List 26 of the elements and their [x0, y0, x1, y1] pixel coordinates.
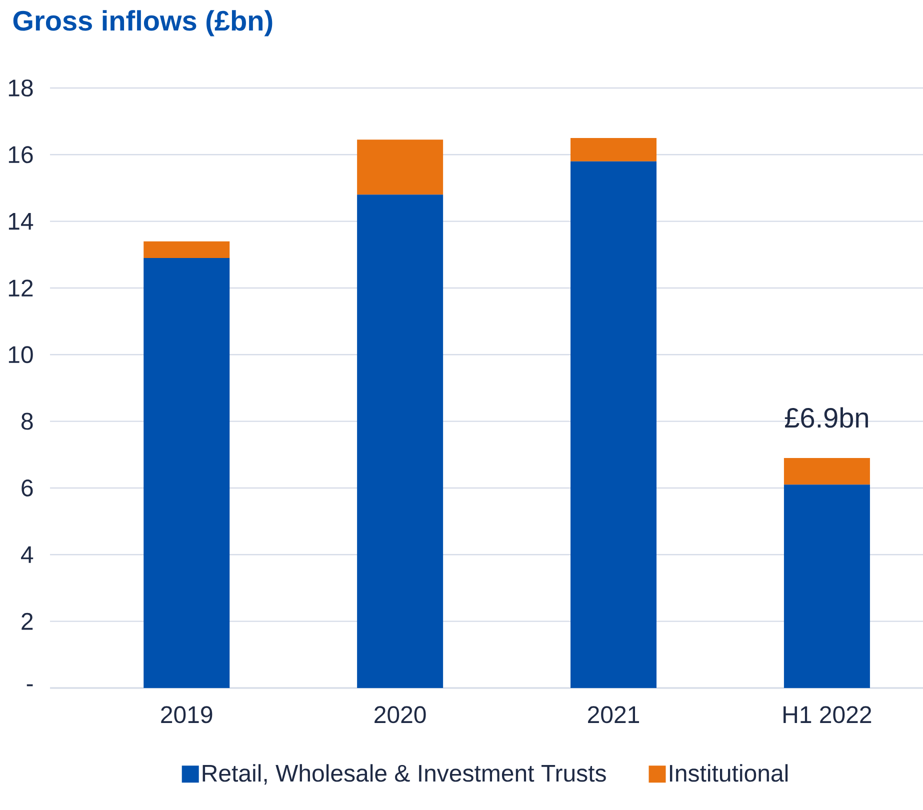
- y-tick-label: 2: [22, 612, 33, 630]
- bar: [570, 161, 657, 688]
- x-tick-label: 2019: [161, 706, 212, 724]
- y-tick-label: 8: [22, 412, 33, 430]
- bar: [570, 138, 657, 162]
- y-tick-label: 18: [8, 79, 33, 96]
- x-tick-label: 2021: [588, 706, 640, 724]
- y-tick-label: 12: [8, 280, 33, 296]
- annotation: £6.9bn: [784, 407, 868, 428]
- x-tick-label: 2020: [374, 706, 426, 724]
- x-tick-label: H1 2022: [784, 706, 872, 724]
- y-tick-label: -: [26, 684, 33, 686]
- bar: [144, 258, 230, 688]
- bar: [784, 458, 870, 485]
- y-tick-label: 16: [8, 146, 33, 164]
- y-tick-label: 4: [21, 546, 34, 563]
- chart-title: Gross inflows (£bn): [13, 10, 272, 36]
- bar: [144, 241, 230, 258]
- bar: [357, 194, 444, 688]
- y-tick-label: 6: [22, 479, 33, 496]
- bar: [357, 140, 444, 195]
- y-tick-label: 14: [8, 213, 34, 230]
- y-tick-label: 10: [8, 346, 33, 364]
- legend-label: Institutional: [670, 764, 788, 782]
- legend-label: Retail, Wholesale & Investment Trusts: [202, 764, 606, 785]
- bar: [784, 484, 870, 688]
